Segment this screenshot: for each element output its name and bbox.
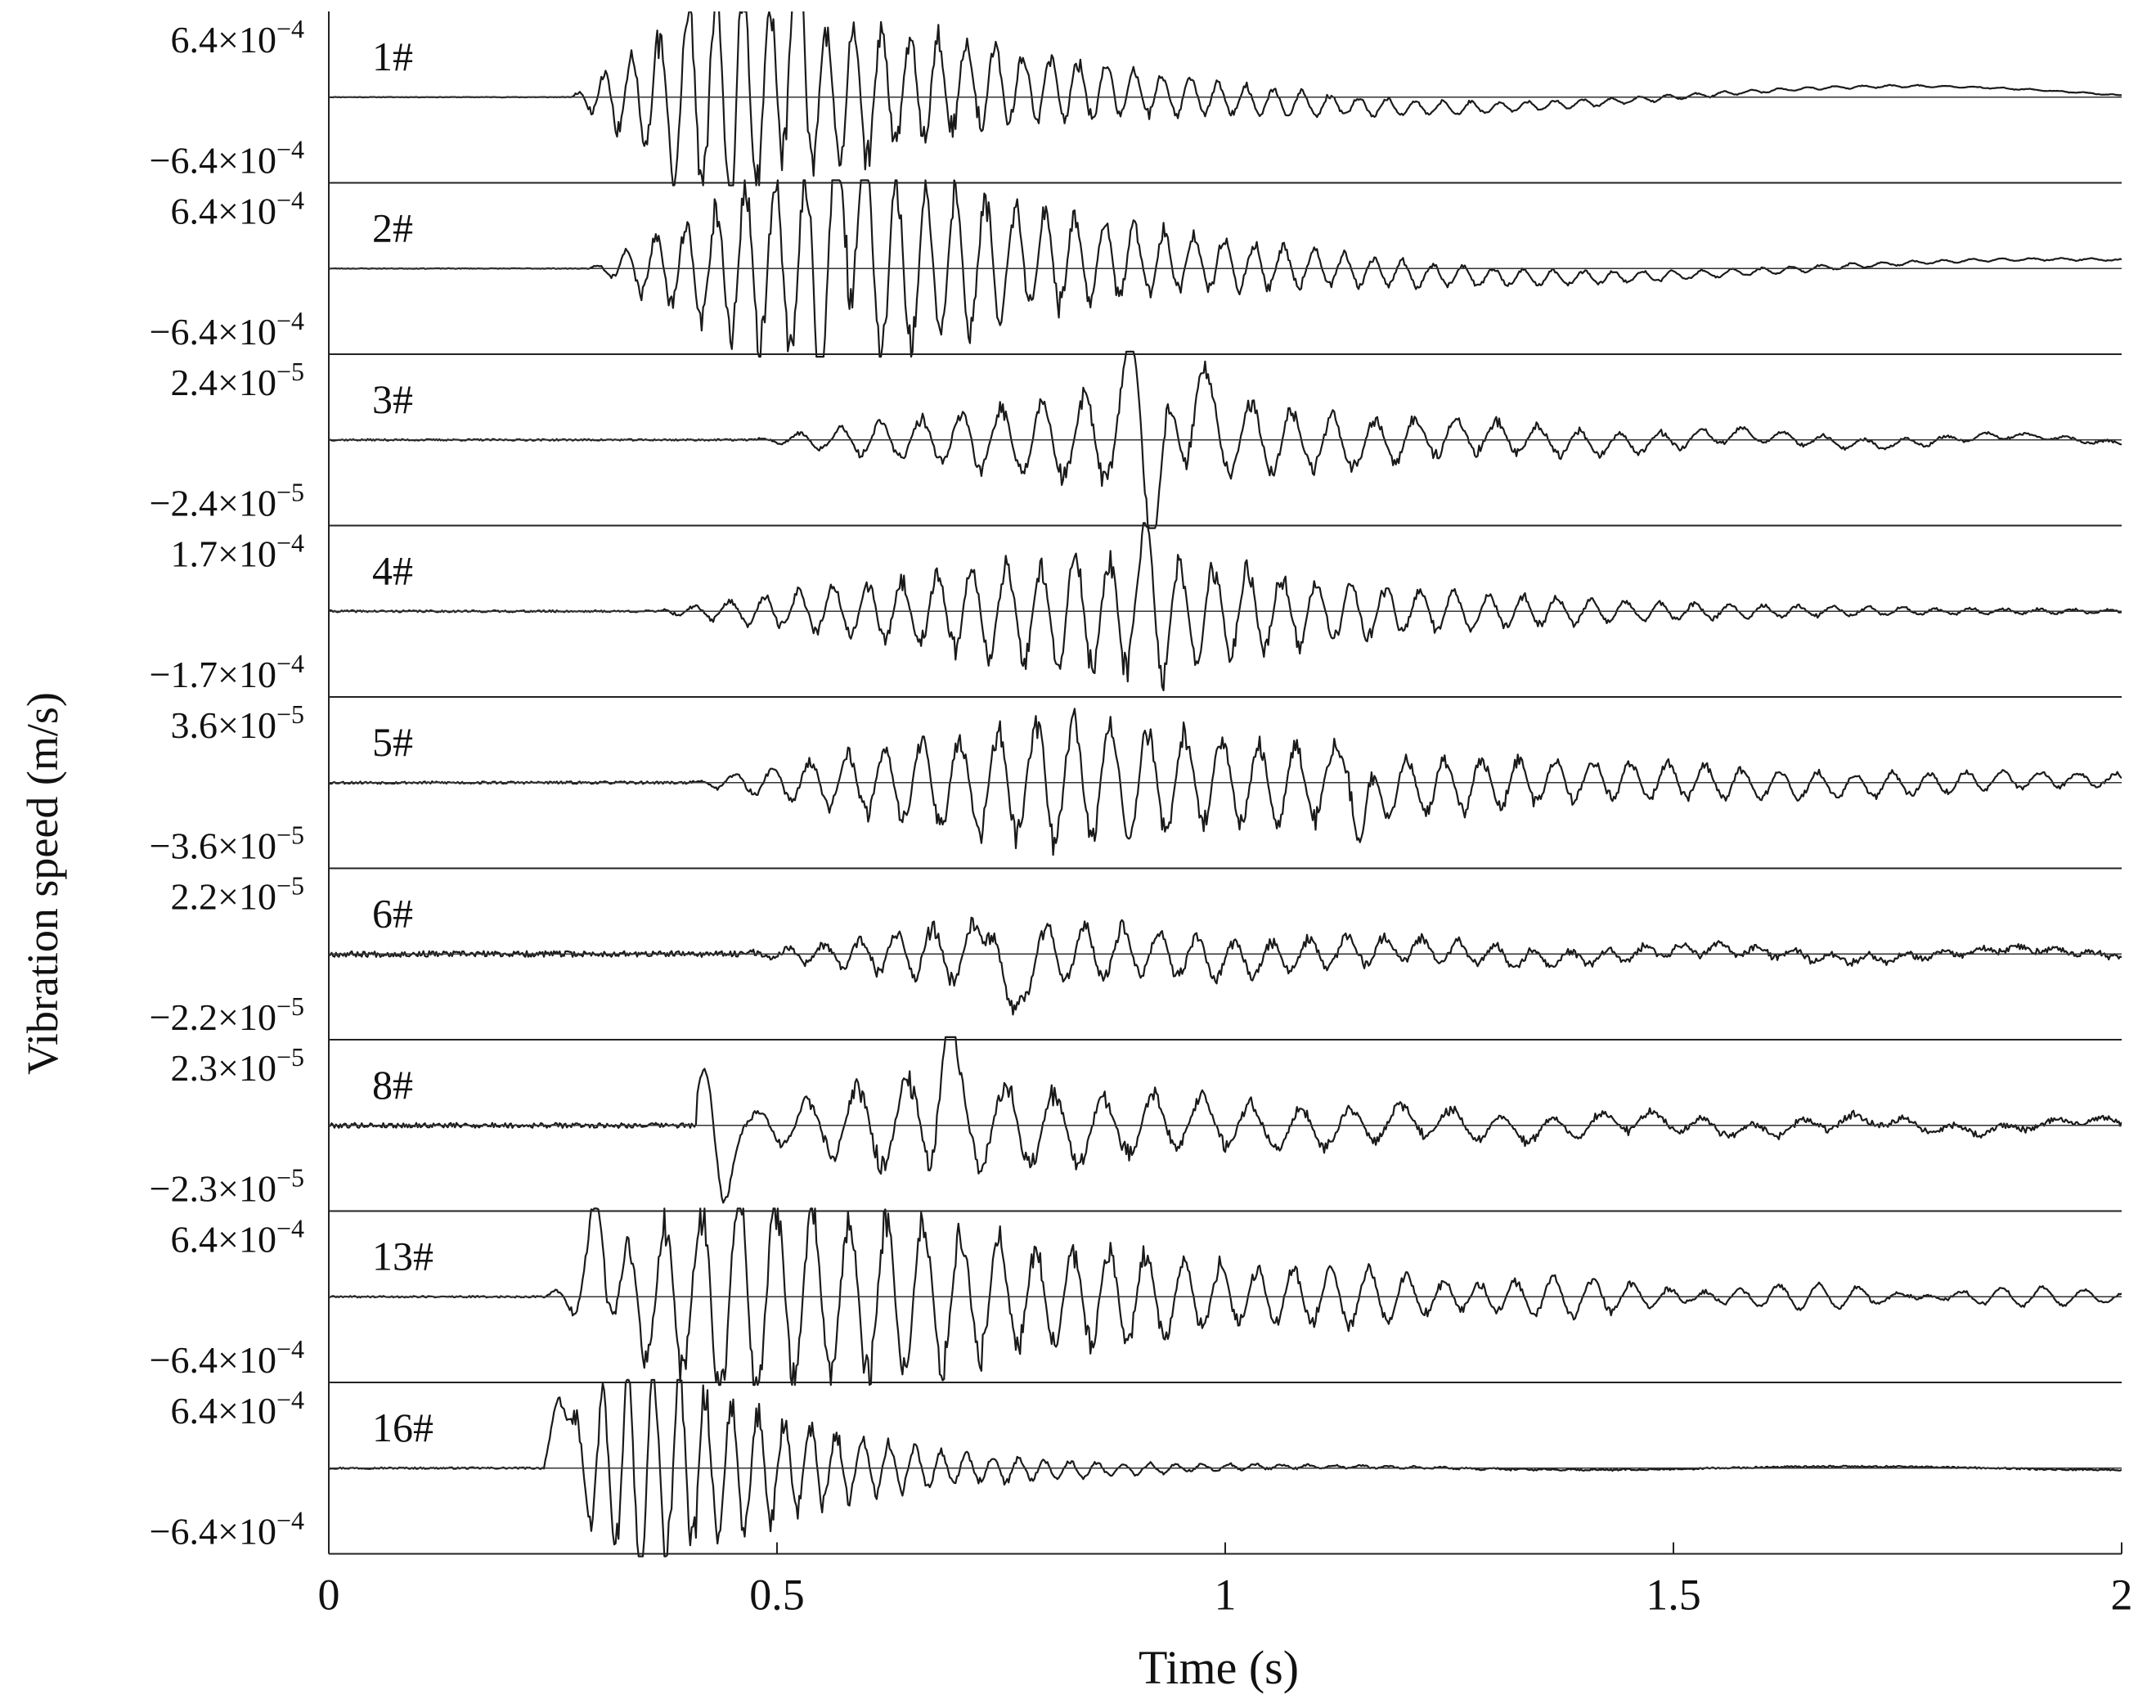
y-tick-label-bottom: −2.3×10−5 bbox=[150, 1163, 304, 1210]
series-label: 8# bbox=[372, 1062, 413, 1108]
y-tick-label-bottom: −6.4×10−4 bbox=[150, 1334, 304, 1381]
x-tick-label: 1 bbox=[1215, 1571, 1237, 1620]
series-label: 4# bbox=[372, 548, 413, 594]
x-tick-label: 0 bbox=[318, 1571, 340, 1620]
y-tick-label-bottom: −6.4×10−4 bbox=[150, 1506, 304, 1553]
x-tick-label: 1.5 bbox=[1646, 1571, 1701, 1620]
x-tick-label: 2 bbox=[2111, 1571, 2133, 1620]
series-trace bbox=[329, 1378, 2122, 1557]
y-tick-label-top: 6.4×10−4 bbox=[171, 14, 305, 61]
y-tick-label-top: 6.4×10−4 bbox=[171, 186, 305, 232]
x-axis-title: Time (s) bbox=[1139, 1641, 1299, 1694]
series-trace bbox=[329, 522, 2122, 692]
y-tick-label-top: 6.4×10−4 bbox=[171, 1214, 305, 1261]
series-trace bbox=[329, 1207, 2122, 1387]
series-trace bbox=[329, 1036, 2122, 1204]
panel-frame bbox=[328, 11, 2122, 1555]
y-tick-label-bottom: −6.4×10−4 bbox=[150, 135, 304, 182]
series-trace bbox=[329, 11, 2122, 187]
y-tick-label-top: 6.4×10−4 bbox=[171, 1385, 305, 1432]
y-tick-label-bottom: −3.6×10−5 bbox=[150, 820, 304, 867]
series-label: 3# bbox=[372, 376, 413, 422]
series-label: 16# bbox=[372, 1405, 433, 1450]
label-group: 1#6.4×10−4−6.4×10−42#6.4×10−4−6.4×10−43#… bbox=[150, 14, 433, 1553]
y-axis-title: Vibration speed (m/s) bbox=[18, 692, 67, 1075]
series-label: 1# bbox=[372, 34, 413, 79]
y-tick-label-top: 1.7×10−4 bbox=[171, 528, 305, 575]
series-label: 2# bbox=[372, 205, 413, 251]
series-label: 5# bbox=[372, 719, 413, 765]
series-trace bbox=[329, 708, 2122, 856]
y-tick-label-bottom: −2.4×10−5 bbox=[150, 478, 304, 524]
y-tick-label-top: 2.4×10−5 bbox=[171, 357, 305, 403]
y-tick-label-top: 3.6×10−5 bbox=[171, 699, 305, 746]
x-tick-label: 0.5 bbox=[749, 1571, 805, 1620]
x-axis: 0 0.5 1 1.5 2 bbox=[318, 1542, 2133, 1620]
series-trace bbox=[329, 916, 2122, 1016]
y-tick-label-top: 2.3×10−5 bbox=[171, 1042, 305, 1089]
series-trace bbox=[329, 179, 2122, 358]
series-label: 13# bbox=[372, 1234, 433, 1279]
y-tick-label-bottom: −2.2×10−5 bbox=[150, 991, 304, 1038]
y-tick-label-bottom: −6.4×10−4 bbox=[150, 306, 304, 353]
y-tick-label-top: 2.2×10−5 bbox=[171, 871, 305, 918]
y-tick-label-bottom: −1.7×10−4 bbox=[150, 649, 304, 695]
series-label: 6# bbox=[372, 891, 413, 937]
